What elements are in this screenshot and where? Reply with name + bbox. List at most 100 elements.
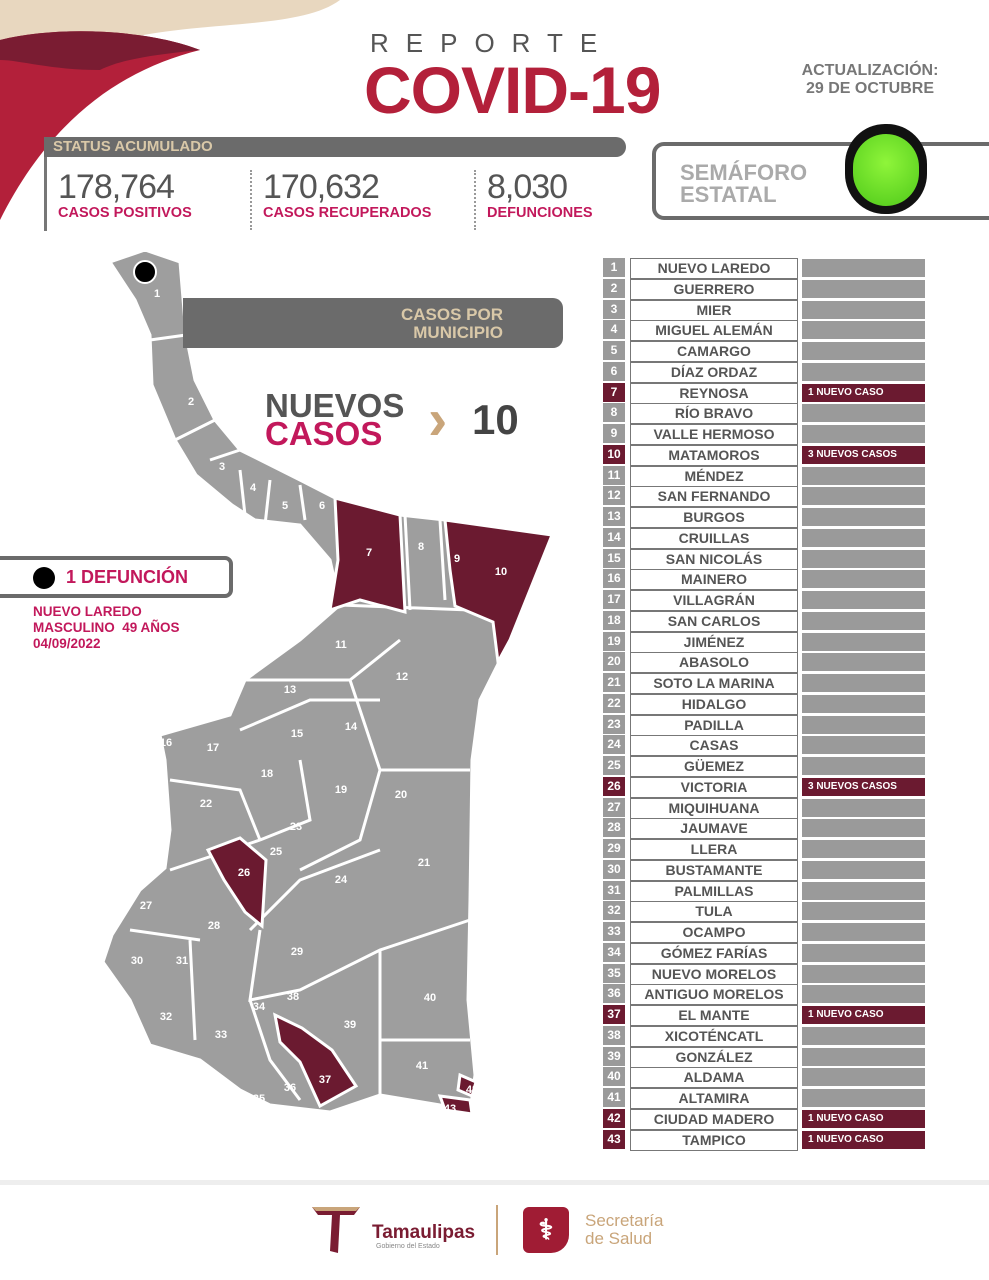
table-row: 19 JIMÉNEZ [603,631,925,653]
report-label: REPORTE [370,28,615,58]
stat-label: DEFUNCIONES [487,205,593,221]
table-row: 17 VILLAGRÁN [603,590,925,611]
municipality-name: REYNOSA [630,382,798,404]
table-row: 7 REYNOSA 1 NUEVO CASO [603,382,925,404]
municipality-number: 27 [603,797,625,817]
municipality-name: CIUDAD MADERO [630,1108,798,1130]
new-cases-cell [802,923,925,941]
death-title: 1 DEFUNCIÓN [66,567,189,587]
caduceus-icon: ⚕ [523,1207,569,1253]
logo-line2: de Salud [585,1229,653,1248]
municipality-number: 37 [603,1005,625,1024]
new-cases-cell [802,902,925,921]
municipality-name: RÍO BRAVO [630,403,798,425]
new-cases-cell: 1 NUEVO CASO [802,1109,925,1128]
table-row: 3 MIER [603,299,925,321]
table-row: 12 SAN FERNANDO [603,486,925,508]
map-label-40: 40 [424,992,436,1004]
municipality-number: 12 [603,486,625,506]
update-info: ACTUALIZACIÓN: 29 DE OCTUBRE [790,62,950,98]
new-cases-cell [802,1047,925,1066]
map-label-9: 9 [454,553,460,565]
new-cases-cell [802,259,925,277]
semaforo-line2: ESTATAL [680,182,777,207]
municipality-number: 21 [603,673,625,692]
municipality-number: 36 [603,984,625,1004]
table-row: 22 HIDALGO [603,693,925,715]
municipality-number: 13 [603,507,625,526]
new-cases-cell [802,487,925,506]
highlighted-municipalities [205,496,555,1116]
map-label-1: 1 [154,288,160,300]
municipality-number: 22 [603,693,625,713]
municipality-number: 1 [603,258,625,277]
new-cases-cell: 1 NUEVO CASO [802,1130,925,1149]
new-cases-cell: 1 NUEVO CASO [802,1006,925,1024]
new-cases-cell [802,321,925,340]
status-title: STATUS ACUMULADO [44,137,626,157]
municipality-10 [443,518,555,667]
new-cases-cell [802,881,925,900]
table-row: 31 PALMILLAS [603,880,925,902]
municipality-37 [272,1012,359,1109]
table-row: 13 BURGOS [603,507,925,528]
new-cases-cell: 3 NUEVOS CASOS [802,445,925,464]
new-cases-cell [802,840,925,858]
new-cases-cell [802,860,925,879]
municipality-number: 14 [603,527,625,547]
table-row: 16 MAINERO [603,569,925,591]
table-row: 42 CIUDAD MADERO 1 NUEVO CASO [603,1108,925,1130]
municipality-number: 2 [603,278,625,298]
municipality-number: 23 [603,714,625,734]
stat-value: 178,764 [58,168,175,206]
municipality-name: MATAMOROS [630,444,798,466]
municipality-number: 32 [603,901,625,921]
municipality-number: 20 [603,652,625,672]
new-cases-cell [802,757,925,775]
update-label: ACTUALIZACIÓN: [801,62,939,79]
semaforo-label: SEMÁFORO ESTATAL [680,162,807,206]
logo-line1: Secretaría [585,1211,664,1230]
municipality-name: XICOTÉNCATL [630,1025,798,1047]
municipality-number: 9 [603,424,625,443]
semaforo-line1: SEMÁFORO [680,160,808,185]
table-row: 35 NUEVO MORELOS [603,963,925,985]
new-cases-cell [802,591,925,609]
map-label-4: 4 [250,482,257,494]
table-row: 5 CAMARGO [603,341,925,362]
stat-value: 8,030 [487,168,568,206]
municipality-name: LLERA [630,839,798,860]
map-label-38: 38 [287,991,299,1003]
divider [44,157,47,231]
municipality-name: NUEVO MORELOS [630,963,798,985]
map-label-10: 10 [495,566,507,578]
table-row: 6 DÍAZ ORDAZ [603,361,925,383]
update-date: 29 DE OCTUBRE [805,80,935,97]
municipality-number: 40 [603,1067,625,1087]
map-label-13: 13 [284,684,296,696]
municipality-number: 10 [603,444,625,464]
table-row: 11 MÉNDEZ [603,465,925,487]
municipality-name: MIQUIHUANA [630,797,798,819]
map-label-18: 18 [261,768,273,780]
map-label-3: 3 [219,461,225,473]
new-cases-cell [802,798,925,817]
municipality-name: GUERRERO [630,278,798,300]
map-label-5: 5 [282,500,288,512]
stat-label: CASOS RECUPERADOS [263,205,432,221]
map-label-34: 34 [253,1001,266,1013]
municipality-name: EL MANTE [630,1005,798,1026]
table-row: 36 ANTIGUO MORELOS [603,984,925,1006]
traffic-light-icon [845,124,927,214]
table-row: 18 SAN CARLOS [603,610,925,632]
municipality-name: SOTO LA MARINA [630,673,798,694]
municipality-name: VILLAGRÁN [630,590,798,611]
map-label-29: 29 [291,946,303,958]
new-cases-cell [802,425,925,443]
municipality-number: 34 [603,942,625,962]
footer-divider [0,1180,989,1185]
municipality-name: JAUMAVE [630,818,798,840]
municipality-number: 28 [603,818,625,838]
table-row: 34 GÓMEZ FARÍAS [603,942,925,964]
